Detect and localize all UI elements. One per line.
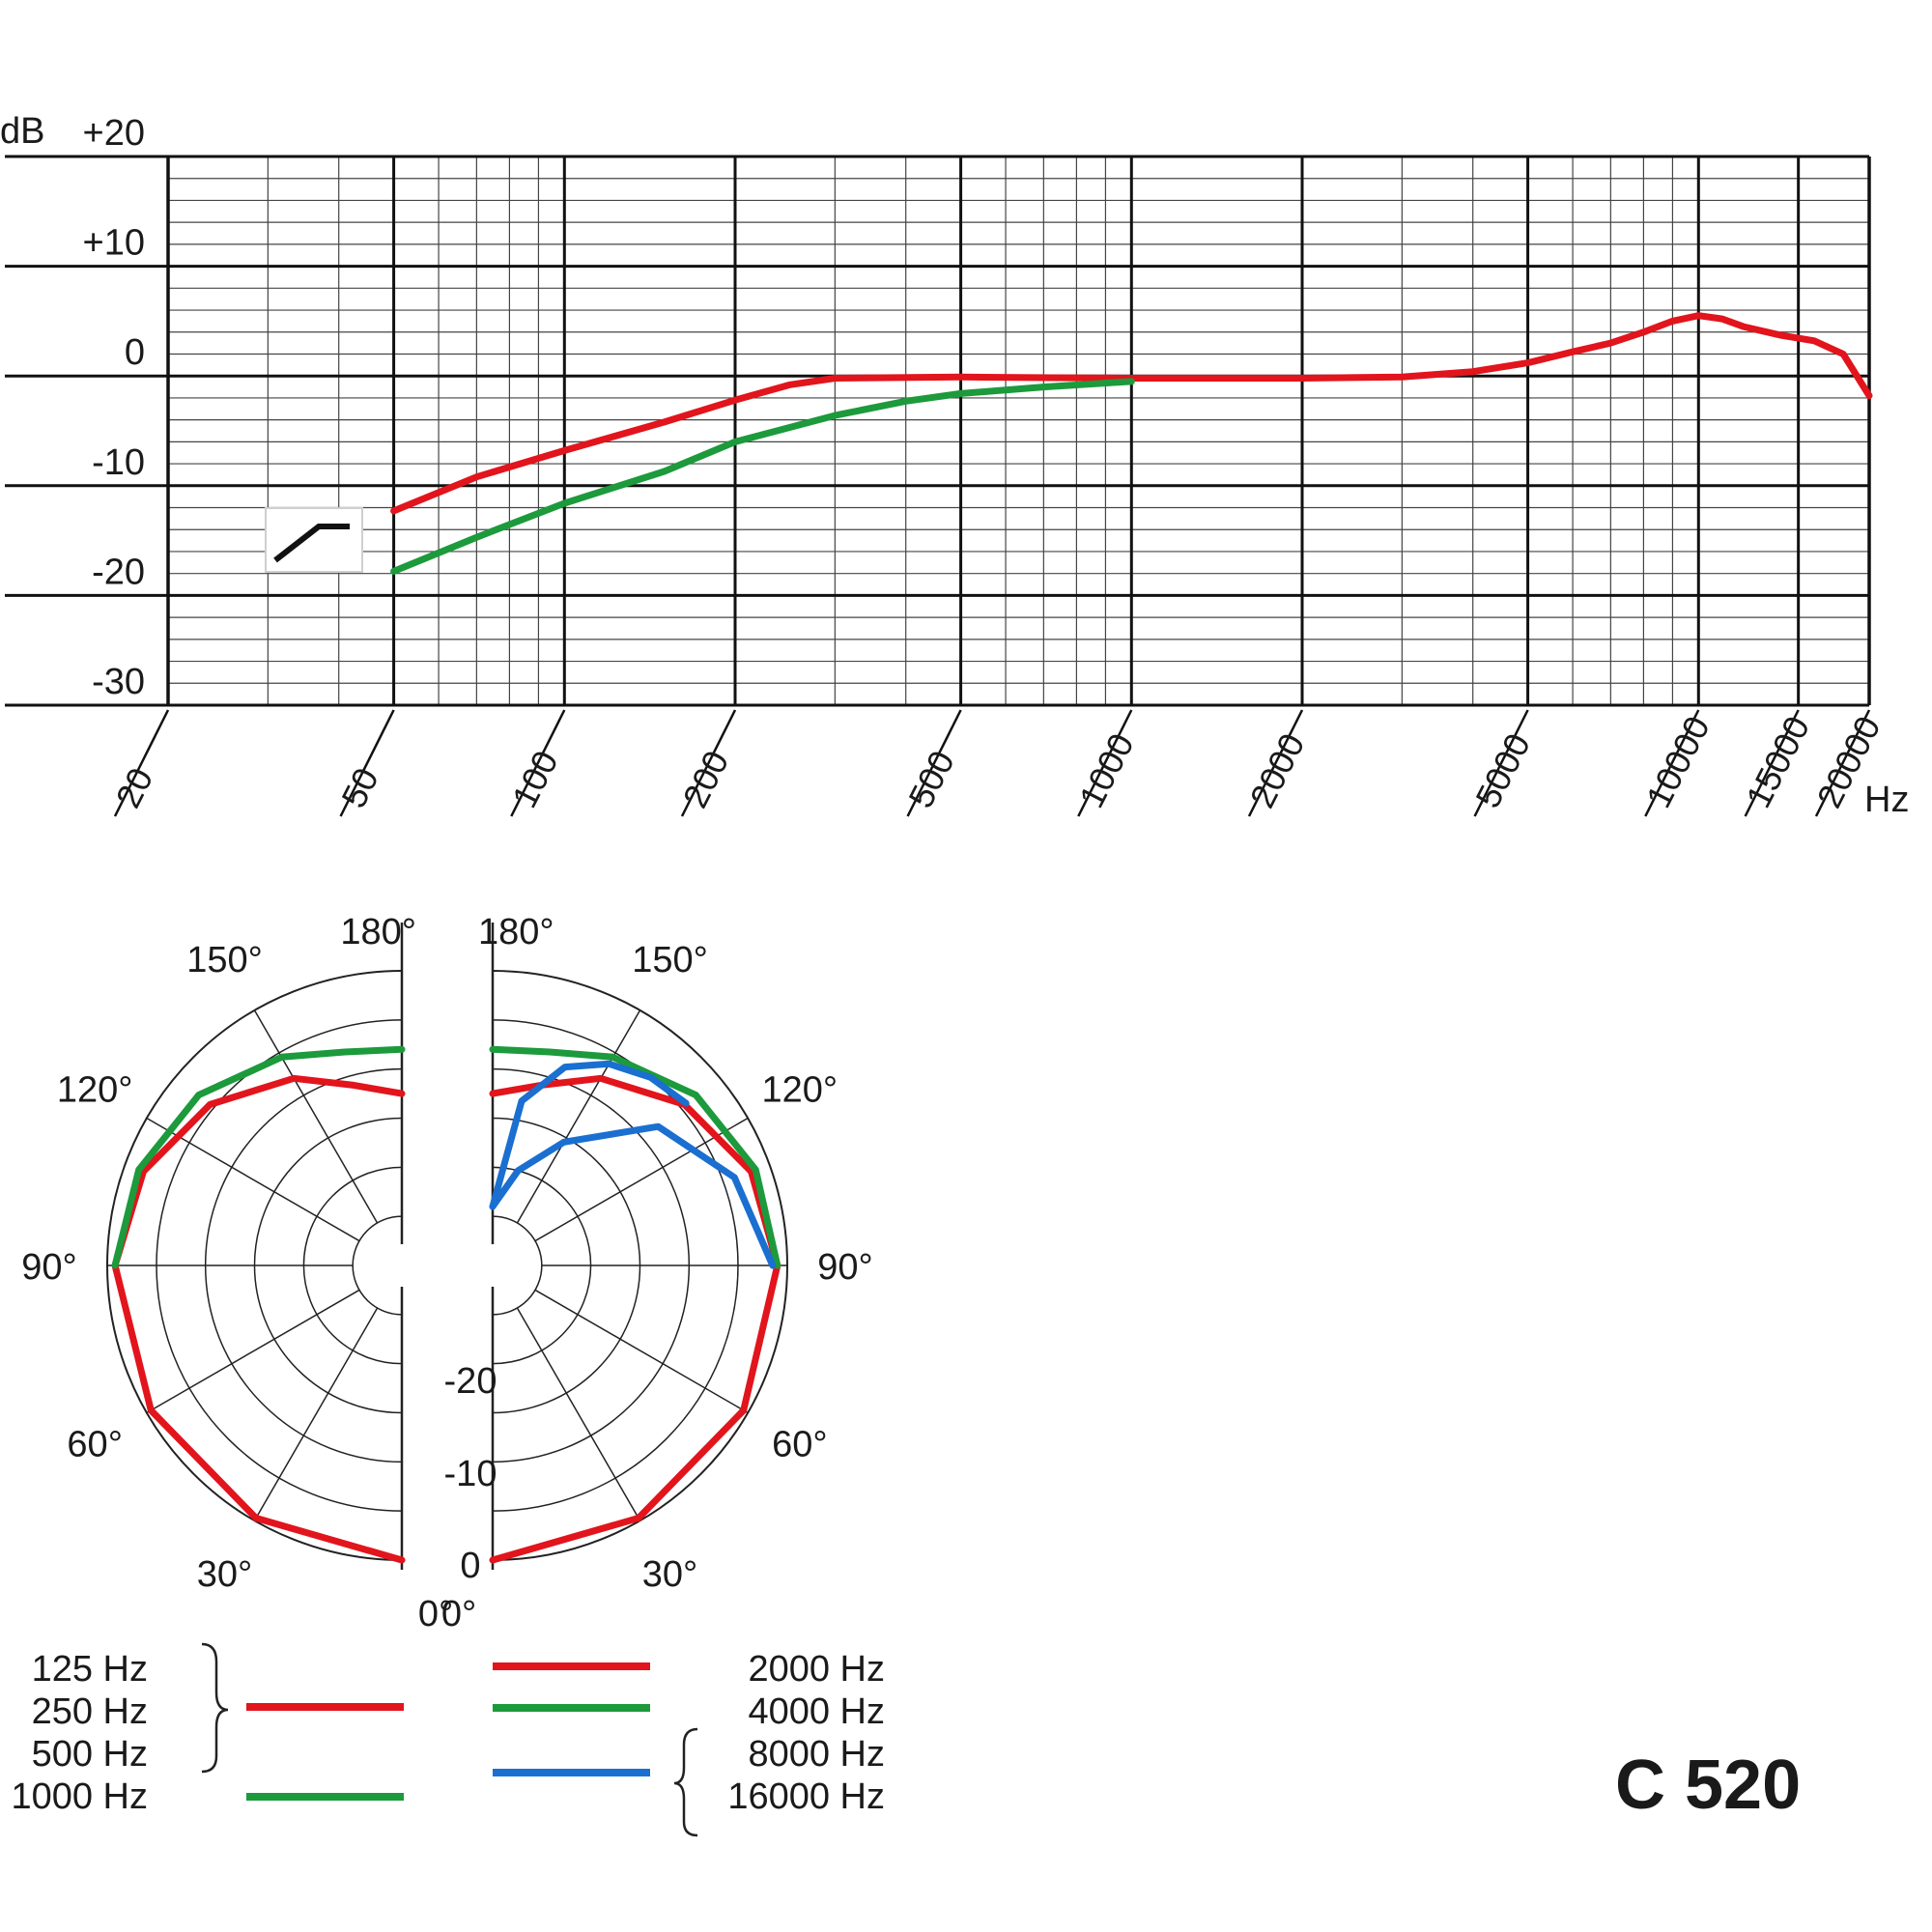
polar-angle-label: 60° [772,1425,827,1465]
x-axis-unit-label: Hz [1864,780,1909,820]
y-axis-unit-label: dB [0,111,44,152]
polar-level-label-minus20: -20 [444,1361,497,1402]
model-label: C 520 [1615,1747,1801,1824]
polar-spoke-right [516,1307,641,1521]
x-tick-mark [1644,709,1700,817]
polar-angle-label: 180° [478,912,554,952]
x-tick-label: 20 [108,761,161,813]
polar-spoke-left [253,1009,379,1224]
polar-spoke-right [534,1117,749,1242]
x-tick-mark [1247,709,1304,817]
x-tick-label: 50 [333,761,386,813]
frequency-response-curves [390,312,1873,575]
legend-label-2000hz: 2000 Hz [748,1649,885,1690]
polar-angle-label: 0° [441,1594,476,1634]
x-tick-label: 10000 [1638,710,1718,814]
legend-label-1000hz: 1000 Hz [11,1776,148,1817]
polar-angle-label: 120° [57,1070,133,1111]
x-tick-mark [510,709,566,817]
x-tick-mark [113,709,170,817]
polar-series-right-3 [489,1122,777,1269]
legend-label-4000hz: 4000 Hz [748,1691,885,1732]
x-tick-label: 15000 [1738,710,1817,814]
polar-spoke-left [146,1117,360,1242]
x-tick-label: 200 [675,744,737,813]
polar-ring-left [353,1215,403,1316]
polar-level-label-0: 0 [460,1546,480,1586]
legend-label-250hz: 250 Hz [32,1691,148,1732]
legend-label-500hz: 500 Hz [32,1734,148,1775]
polar-spoke-right [534,1289,749,1414]
polar-angle-label: 60° [67,1425,122,1465]
x-tick-label: 2000 [1242,727,1313,814]
polar-left-half [106,923,406,1570]
polar-angle-label: 0° [418,1594,453,1634]
y-tick-label: +20 [83,113,145,154]
polar-series-left-1 [111,1074,406,1564]
polar-series-left-2 [111,1045,406,1269]
polar-angle-labels: 0° 30° 60° 90° 120° 150° 180° 0° 30° 60° 90° 120° 15… [21,912,872,1634]
legend-label-8000hz: 8000 Hz [748,1734,885,1775]
x-tick-label: 500 [900,744,962,813]
x-tick-mark [906,709,962,817]
polar-angle-label: 90° [817,1247,872,1288]
polar-angle-label: 180° [340,912,416,952]
x-tick-label: 100 [504,744,566,813]
x-tick-label: 1000 [1071,727,1142,814]
frequency-response-series-2 [390,378,1135,575]
frequency-response-grid [5,155,1871,707]
polar-angle-label: 90° [21,1247,76,1288]
polar-angle-label: 120° [762,1070,838,1111]
x-tick-mark [1077,709,1133,817]
y-tick-label: 0 [125,332,145,373]
frequency-response-series-1 [390,312,1873,515]
y-tick-label: -10 [92,442,145,483]
polar-pattern-chart: 0° 30° 60° 90° 120° 150° 180° 0° 30° 60° 90° 120° 15… [21,912,872,1634]
frequency-response-chart: +20 +10 0 -10 -20 -30 20 50 100 200 500 1000 2000 500… [0,111,1909,820]
x-tick-mark [1814,709,1871,817]
polar-spoke-left [146,1289,360,1414]
polar-right-half [489,923,788,1570]
polar-angle-label: 30° [642,1554,697,1595]
polar-series-right-1 [489,1074,781,1564]
polar-spoke-left [253,1307,379,1521]
y-tick-label: +10 [83,223,145,264]
legend-label-16000hz: 16000 Hz [727,1776,885,1817]
polar-ring-right [492,1215,542,1316]
polar-series-right-4 [489,1060,690,1210]
legend-label-125hz: 125 Hz [32,1649,148,1690]
y-tick-label: -20 [92,552,145,592]
polar-angle-label: 30° [197,1554,252,1595]
x-tick-mark [339,709,395,817]
polar-angle-label: 150° [186,940,263,980]
x-tick-label: 5000 [1467,727,1538,814]
frequency-response-tick-labels: +20 +10 0 -10 -20 -30 20 50 100 200 500 1000 2000 500… [83,113,1889,817]
polar-spoke-right [516,1009,641,1224]
polar-level-label-minus10: -10 [444,1454,497,1494]
legend-right-brace [673,1727,698,1837]
y-tick-label: -30 [92,662,145,702]
legend-left-brace [201,1642,229,1774]
bass-rolloff-symbol [265,507,363,573]
polar-legend: 125 Hz 250 Hz 500 Hz 1000 Hz 2000 Hz 400… [11,1642,885,1837]
polar-angle-label: 150° [632,940,708,980]
x-tick-mark [1473,709,1529,817]
x-tick-mark [680,709,737,817]
x-tick-mark [1744,709,1800,817]
